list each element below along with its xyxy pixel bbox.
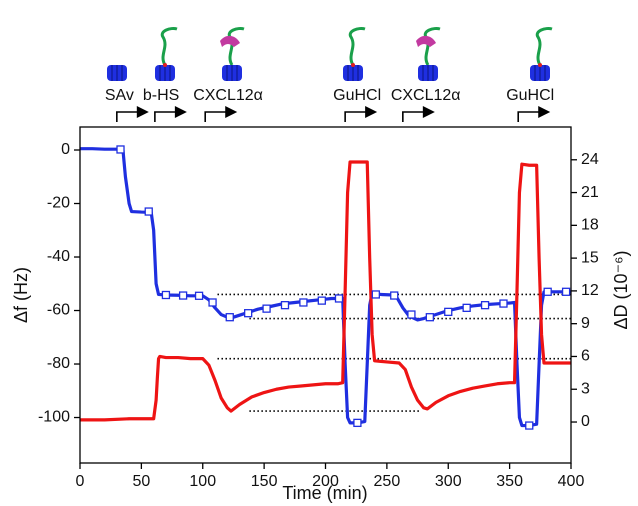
x-tick-label: 150 [251, 473, 278, 490]
x-tick-label: 0 [76, 473, 85, 490]
y2-tick-label: 3 [581, 380, 590, 397]
data-line [80, 160, 571, 422]
marker [178, 291, 188, 300]
y-tick-label: -60 [47, 302, 70, 319]
y2-tick-label: 18 [581, 217, 599, 234]
y2-tick-label: 12 [581, 282, 599, 299]
y2-tick-label: 21 [581, 184, 599, 201]
marker [334, 294, 344, 303]
marker [317, 296, 326, 305]
marker [462, 303, 471, 312]
x-tick-label: 100 [189, 473, 216, 490]
y2-tick-label: 15 [581, 249, 599, 266]
marker [371, 290, 380, 299]
annotation-arrowhead [538, 106, 551, 118]
annotation-label: b-HS [143, 87, 179, 104]
x-tick-label: 50 [132, 473, 150, 490]
marker [525, 421, 534, 430]
y2-tick-label: 6 [581, 348, 590, 365]
marker [444, 307, 453, 317]
marker [480, 301, 490, 310]
y-tick-label: -40 [47, 248, 70, 265]
marker [299, 298, 308, 307]
x-axis-title: Time (min) [282, 483, 367, 503]
annotation-arrow [116, 111, 139, 122]
marker [262, 304, 271, 313]
annotation-arrowhead [225, 106, 238, 118]
annotation-arrow [154, 111, 177, 122]
annotation-label: GuHCl [333, 87, 381, 104]
annotation-arrow [344, 111, 368, 122]
x-tick-label: 250 [374, 473, 401, 490]
annotation-label: GuHCl [506, 87, 554, 104]
x-tick-label: 350 [496, 473, 523, 490]
annotation-arrowhead [136, 106, 149, 118]
annotation-label: SAv [105, 87, 134, 104]
y-tick-label: -80 [47, 355, 70, 372]
marker [499, 299, 508, 308]
annotation-arrow [517, 111, 541, 122]
marker [390, 291, 399, 300]
y-axis-title: Δf (Hz) [11, 267, 31, 323]
annotation-label: CXCL12α [391, 87, 461, 104]
y-tick-label: -20 [47, 195, 70, 212]
marker [244, 309, 253, 318]
x-tick-label: 400 [558, 473, 585, 490]
marker [208, 298, 217, 307]
marker [353, 418, 362, 428]
marker [144, 207, 153, 216]
marker [280, 301, 290, 310]
marker [161, 290, 171, 300]
y2-tick-label: 0 [581, 413, 590, 430]
x-tick-label: 300 [435, 473, 462, 490]
marker [116, 145, 125, 154]
marker [407, 310, 416, 319]
y2-tick-label: 9 [581, 315, 590, 332]
y2-axis-title: ΔD (10⁻⁶) [611, 251, 631, 330]
annotation-arrow [402, 111, 425, 122]
annotation-arrowhead [174, 106, 187, 118]
annotation-arrow [204, 111, 228, 122]
marker [425, 313, 434, 322]
x-tick-label: 200 [312, 473, 339, 490]
marker [194, 291, 204, 300]
marker [543, 287, 552, 296]
annotation-arrowhead [422, 106, 435, 118]
y2-tick-label: 24 [581, 151, 599, 168]
annotation-arrowhead [365, 106, 378, 118]
annotation-label: CXCL12α [193, 87, 263, 104]
marker [225, 313, 234, 322]
icons [106, 26, 554, 82]
y-tick-label: 0 [61, 141, 70, 158]
y-tick-label: -100 [38, 409, 70, 426]
marker [561, 287, 571, 296]
